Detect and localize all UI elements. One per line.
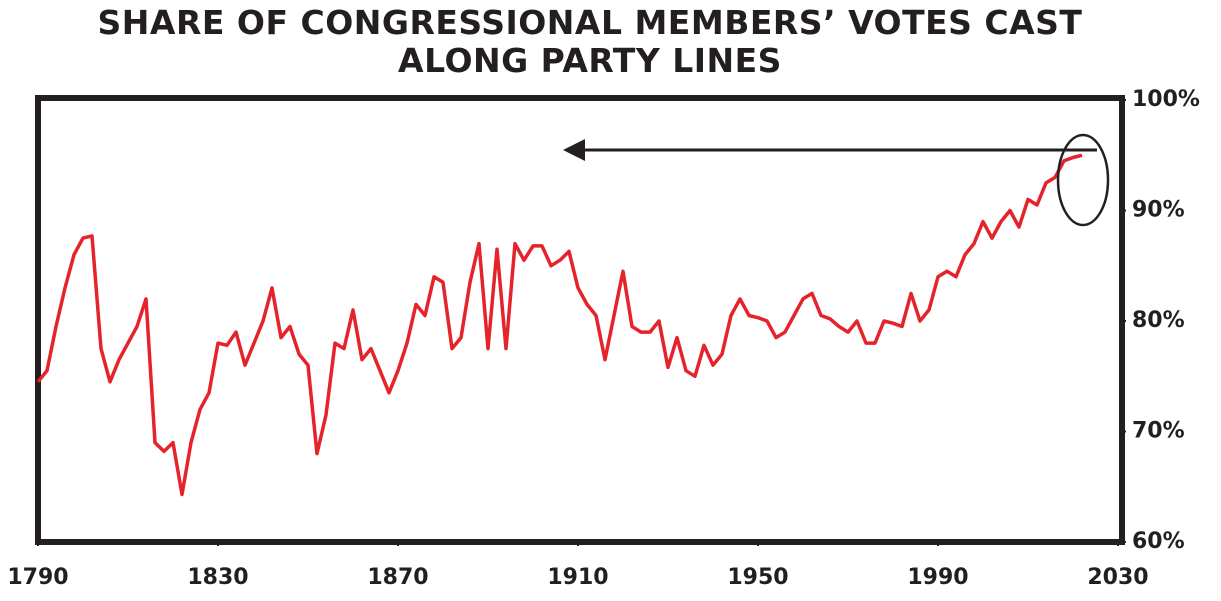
annotation-ellipse (1056, 133, 1110, 227)
x-tick-label: 1950 (727, 565, 788, 590)
y-tick-label: 70% (1132, 419, 1185, 444)
plot-area (36, 153, 1083, 497)
chart-title: SHARE OF CONGRESSIONAL MEMBERS’ VOTES CA… (97, 3, 1083, 80)
y-tick-label: 80% (1132, 308, 1185, 333)
x-tick-label: 1830 (187, 565, 248, 590)
y-tick-label: 90% (1132, 198, 1185, 223)
x-tick-label: 2030 (1087, 565, 1148, 590)
data-line (36, 153, 1083, 497)
y-tick-label: 100% (1132, 87, 1200, 112)
x-tick-label: 1910 (547, 565, 608, 590)
plot-frame (35, 95, 1125, 545)
x-tick-label: 1870 (367, 565, 428, 590)
y-tick-label: 60% (1132, 529, 1185, 554)
x-tick-label: 1790 (7, 565, 68, 590)
arrow-head (563, 139, 585, 161)
x-tick-label: 1990 (907, 565, 968, 590)
